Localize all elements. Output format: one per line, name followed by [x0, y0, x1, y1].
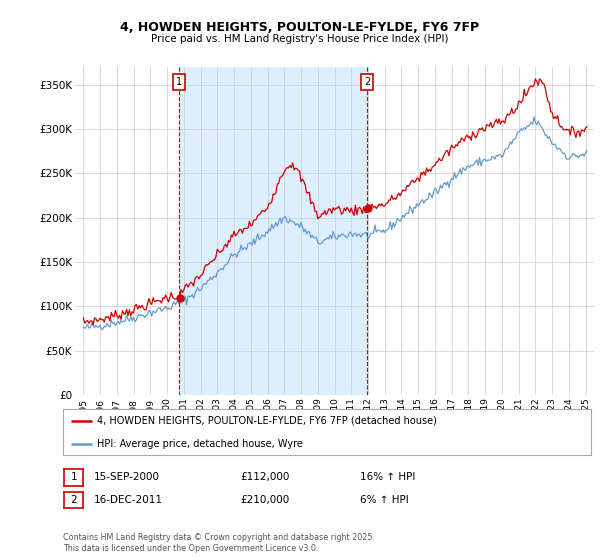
Text: 4, HOWDEN HEIGHTS, POULTON-LE-FYLDE, FY6 7FP: 4, HOWDEN HEIGHTS, POULTON-LE-FYLDE, FY6…	[121, 21, 479, 34]
Text: Price paid vs. HM Land Registry's House Price Index (HPI): Price paid vs. HM Land Registry's House …	[151, 34, 449, 44]
Text: 16% ↑ HPI: 16% ↑ HPI	[360, 472, 415, 482]
Text: Contains HM Land Registry data © Crown copyright and database right 2025.
This d: Contains HM Land Registry data © Crown c…	[63, 533, 375, 553]
Text: 2: 2	[364, 77, 370, 87]
Text: £210,000: £210,000	[240, 495, 289, 505]
Text: 6% ↑ HPI: 6% ↑ HPI	[360, 495, 409, 505]
Text: 1: 1	[176, 77, 182, 87]
Text: HPI: Average price, detached house, Wyre: HPI: Average price, detached house, Wyre	[97, 438, 303, 449]
Bar	[179, 67, 367, 395]
Text: 4, HOWDEN HEIGHTS, POULTON-LE-FYLDE, FY6 7FP (detached house): 4, HOWDEN HEIGHTS, POULTON-LE-FYLDE, FY6…	[97, 416, 437, 426]
Text: 2: 2	[70, 495, 77, 505]
Text: 1: 1	[70, 472, 77, 482]
Text: £112,000: £112,000	[240, 472, 289, 482]
Text: 15-SEP-2000: 15-SEP-2000	[94, 472, 160, 482]
Text: 16-DEC-2011: 16-DEC-2011	[94, 495, 163, 505]
